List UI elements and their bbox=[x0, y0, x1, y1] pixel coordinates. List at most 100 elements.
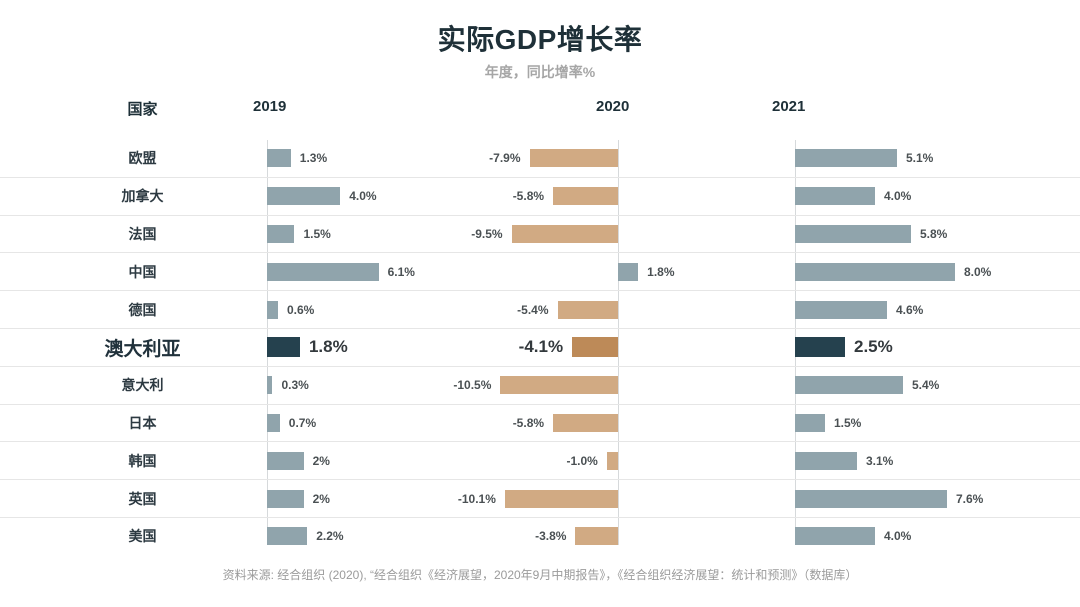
value-label-2020: -9.5% bbox=[471, 226, 503, 241]
country-label: 中国 bbox=[128, 263, 157, 280]
value-label-2020: -5.8% bbox=[512, 189, 545, 204]
bar-2021 bbox=[795, 376, 903, 395]
bar-2021 bbox=[795, 187, 875, 206]
bar-2020 bbox=[618, 262, 639, 281]
country-label: 美国 bbox=[128, 528, 157, 545]
bar-2020 bbox=[557, 300, 618, 319]
value-label-2020: -7.9% bbox=[489, 151, 521, 166]
value-label-2021: 5.1% bbox=[906, 151, 934, 166]
column-header-2021: 2021 bbox=[772, 98, 806, 115]
table-row: 韩国 2% -1.0% 3.1% bbox=[0, 441, 1080, 479]
page-title: 实际GDP增长率 bbox=[437, 24, 643, 55]
rows-container: 欧盟 1.3% -7.9% 5.1% 加拿大 4.0% -5.8% 4.0% 法… bbox=[0, 140, 1080, 555]
column-header-2020: 2020 bbox=[596, 98, 630, 115]
country-label: 日本 bbox=[128, 414, 157, 431]
value-label-2019: 0.7% bbox=[288, 415, 317, 430]
bar-2020 bbox=[553, 413, 618, 432]
value-label-2020: -3.8% bbox=[535, 529, 567, 544]
page-subtitle: 年度，同比增率% bbox=[484, 64, 596, 80]
value-label-2019: 1.5% bbox=[303, 226, 331, 241]
value-label-2020: -5.8% bbox=[512, 415, 545, 430]
bar-2020 bbox=[511, 224, 618, 243]
bar-2019 bbox=[267, 300, 278, 319]
value-label-2019: 2% bbox=[312, 491, 330, 506]
bar-2021 bbox=[795, 489, 947, 508]
value-label-2021: 4.0% bbox=[884, 529, 912, 544]
value-label-2019: 0.3% bbox=[281, 378, 309, 393]
value-label-2020: -4.1% bbox=[518, 337, 564, 357]
table-row: 中国 6.1% 1.8% 8.0% bbox=[0, 252, 1080, 290]
bar-2019 bbox=[267, 451, 304, 470]
value-label-2021: 5.4% bbox=[912, 378, 940, 393]
table-row: 德国 0.6% -5.4% 4.6% bbox=[0, 290, 1080, 328]
value-label-2020: -10.1% bbox=[457, 491, 496, 506]
bar-2021 bbox=[795, 413, 825, 432]
value-label-2019: 2.2% bbox=[316, 529, 344, 544]
bar-2021 bbox=[795, 337, 845, 358]
table-row: 意大利 0.3% -10.5% 5.4% bbox=[0, 365, 1080, 404]
axis-line-2020 bbox=[618, 140, 619, 545]
value-label-2021: 1.5% bbox=[834, 415, 862, 430]
country-label: 韩国 bbox=[128, 452, 157, 469]
table-row: 美国 2.2% -3.8% 4.0% bbox=[0, 516, 1080, 555]
country-label: 加拿大 bbox=[121, 188, 164, 205]
bar-2019 bbox=[267, 413, 280, 432]
bar-2020 bbox=[504, 489, 618, 508]
bar-2020 bbox=[575, 527, 618, 546]
value-label-2019: 0.6% bbox=[286, 302, 315, 317]
bar-2019 bbox=[267, 337, 300, 358]
table-row: 法国 1.5% -9.5% 5.8% bbox=[0, 214, 1080, 253]
value-label-2021: 2.5% bbox=[854, 337, 893, 357]
chart-table-body: 欧盟 1.3% -7.9% 5.1% 加拿大 4.0% -5.8% 4.0% 法… bbox=[0, 140, 1080, 546]
bar-2020 bbox=[500, 376, 618, 395]
source-footnote: 资料来源: 经合组织 (2020), “经合组织《经济展望，2020年9月中期报… bbox=[222, 568, 858, 582]
country-label: 澳大利亚 bbox=[104, 338, 181, 360]
bar-2021 bbox=[795, 527, 875, 546]
bar-2019 bbox=[267, 262, 379, 281]
column-header-row: 国家 2019 2020 2021 bbox=[0, 98, 1080, 122]
bar-2020 bbox=[553, 187, 618, 206]
bar-2019 bbox=[267, 376, 273, 395]
bar-2019 bbox=[267, 527, 308, 546]
value-label-2021: 5.8% bbox=[920, 226, 948, 241]
bar-2019 bbox=[267, 149, 291, 168]
bar-2021 bbox=[795, 262, 955, 281]
table-row: 欧盟 1.3% -7.9% 5.1% bbox=[0, 140, 1080, 177]
bar-2021 bbox=[795, 451, 857, 470]
bar-2020 bbox=[606, 451, 618, 470]
value-label-2021: 8.0% bbox=[964, 264, 992, 279]
value-label-2019: 4.0% bbox=[349, 189, 377, 204]
value-label-2021: 4.0% bbox=[884, 189, 912, 204]
column-header-country: 国家 bbox=[127, 101, 158, 118]
value-label-2019: 2% bbox=[312, 453, 330, 468]
value-label-2021: 3.1% bbox=[866, 453, 894, 468]
country-label: 意大利 bbox=[121, 377, 164, 394]
country-label: 德国 bbox=[128, 301, 157, 318]
bar-2020 bbox=[529, 149, 618, 168]
column-header-2019: 2019 bbox=[253, 98, 287, 115]
table-row: 澳大利亚 1.8% -4.1% 2.5% bbox=[0, 327, 1080, 366]
value-label-2020: -10.5% bbox=[453, 378, 492, 393]
table-row: 加拿大 4.0% -5.8% 4.0% bbox=[0, 176, 1080, 215]
country-label: 欧盟 bbox=[128, 150, 157, 167]
value-label-2021: 4.6% bbox=[896, 302, 924, 317]
bar-2020 bbox=[572, 337, 618, 358]
bar-2019 bbox=[267, 224, 295, 243]
value-label-2020: 1.8% bbox=[647, 264, 675, 279]
value-label-2020: -1.0% bbox=[566, 453, 598, 468]
bar-2021 bbox=[795, 300, 887, 319]
value-label-2021: 7.6% bbox=[956, 491, 984, 506]
bar-2021 bbox=[795, 224, 911, 243]
value-label-2019: 1.8% bbox=[308, 337, 348, 357]
value-label-2020: -5.4% bbox=[517, 302, 549, 317]
value-label-2019: 1.3% bbox=[299, 151, 328, 166]
bar-2021 bbox=[795, 149, 897, 168]
table-row: 英国 2% -10.1% 7.6% bbox=[0, 479, 1080, 517]
bar-2019 bbox=[267, 489, 304, 508]
country-label: 英国 bbox=[128, 490, 157, 507]
bar-2019 bbox=[267, 187, 341, 206]
table-row: 日本 0.7% -5.8% 1.5% bbox=[0, 403, 1080, 442]
country-label: 法国 bbox=[128, 225, 157, 242]
value-label-2019: 6.1% bbox=[387, 264, 415, 279]
